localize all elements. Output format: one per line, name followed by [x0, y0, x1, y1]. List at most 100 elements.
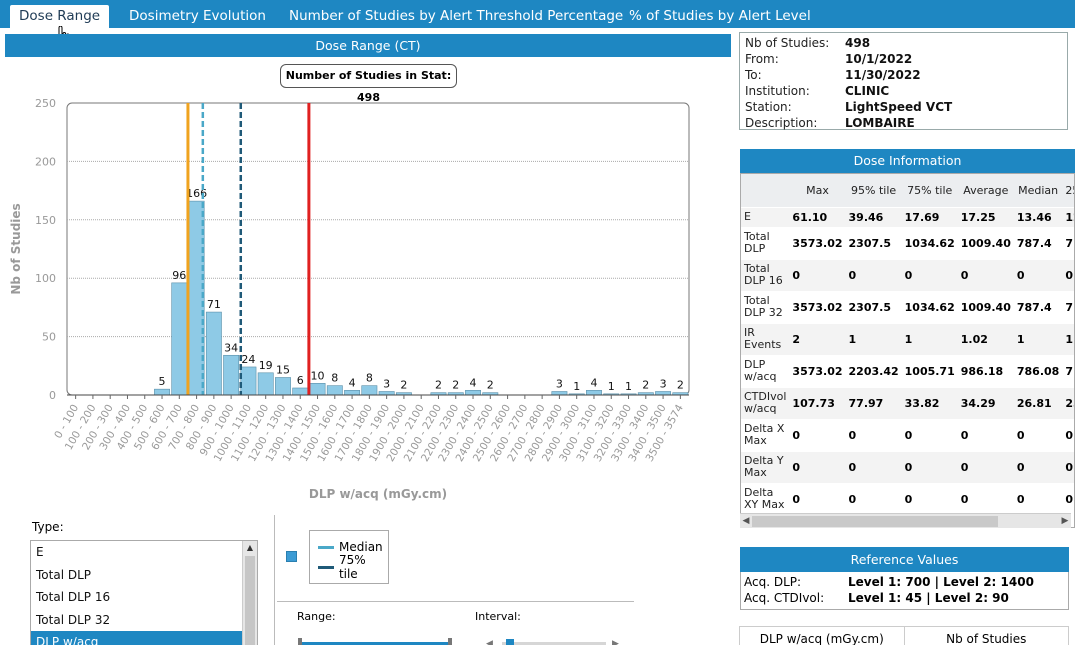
bar-data-label: 2: [487, 379, 494, 392]
type-item-e[interactable]: E: [36, 545, 44, 559]
range-slider-max-handle[interactable]: [448, 638, 452, 645]
legend-swatch-75-tile: [318, 565, 334, 569]
range-slider-min-handle[interactable]: [298, 638, 302, 645]
bar-data-label: 1: [573, 380, 580, 393]
dose-row-label: Delta Y Max: [741, 451, 790, 484]
range-slider[interactable]: [298, 638, 453, 645]
bar-data-label: 2: [452, 379, 459, 392]
legend-item-75-tile: 75% tile: [318, 553, 388, 581]
info-row-to: To: 11/30/2022: [745, 68, 921, 82]
reference-row-ctdivol: Acq. CTDIvol: Level 1: 45 | Level 2: 90: [744, 591, 1009, 605]
interval-slider-thumb[interactable]: [506, 639, 514, 645]
column-header-dlp[interactable]: DLP w/acq (mGy.cm): [759, 632, 884, 645]
type-item-total-dlp-32[interactable]: Total DLP 32: [36, 612, 111, 627]
scroll-left-icon[interactable]: ◀: [742, 516, 750, 526]
dose-cell: 26.81: [1013, 387, 1063, 420]
bar: [275, 377, 291, 396]
bar: [326, 385, 343, 396]
type-list-scrollbar[interactable]: ▲: [242, 541, 257, 645]
studies-in-stat-badge: Number of Studies in Stat: 498: [280, 64, 457, 104]
bar: [551, 391, 568, 396]
tab-alert-threshold[interactable]: Number of Studies by Alert Threshold Per…: [289, 8, 624, 24]
plot-area-border: [66, 102, 690, 396]
y-tick-label: 150: [35, 214, 56, 227]
reference-values-box: Acq. DLP: Level 1: 700 | Level 2: 1400 Ac…: [740, 572, 1069, 610]
dose-cell: 13.46: [1013, 207, 1063, 228]
legend: Median 75% tile: [309, 530, 389, 584]
legend-item-median: Median: [318, 537, 388, 557]
dose-cell: 787.4: [1013, 291, 1063, 324]
dose-cell: 0: [957, 259, 1014, 292]
column-header-nb-studies[interactable]: Nb of Studies: [903, 627, 1069, 645]
bar-data-label: 1: [608, 380, 615, 393]
dose-cell: 0: [1062, 451, 1074, 484]
dose-cell: 39.46: [845, 207, 902, 228]
scroll-thumb[interactable]: [752, 516, 998, 527]
tab-dosimetry-evolution[interactable]: Dosimetry Evolution: [129, 8, 266, 24]
bar-data-label: 5: [159, 375, 166, 388]
type-item-total-dlp[interactable]: Total DLP: [36, 567, 92, 582]
dose-cell: 61.10: [789, 207, 846, 228]
bar-data-label: 2: [642, 379, 649, 392]
scroll-up-icon[interactable]: ▲: [246, 543, 254, 552]
dose-table-horizontal-scrollbar[interactable]: ◀ ▶: [740, 513, 1071, 528]
dose-cell: 33.82: [901, 387, 958, 420]
dose-cell: 1009.40: [957, 291, 1014, 324]
dose-cell: 0: [957, 451, 1014, 484]
interval-label: Interval:: [475, 610, 521, 623]
dose-cell: 2307.5: [845, 291, 902, 324]
bar-data-label: 1: [625, 380, 632, 393]
dose-cell: 2307.5: [845, 227, 902, 260]
interval-increase-icon[interactable]: ▶: [612, 639, 619, 645]
bar: [655, 391, 672, 396]
dose-cell: 1005.71: [901, 355, 958, 388]
range-label: Range:: [297, 610, 336, 623]
dose-table-row: Delta XY Max0000000: [741, 483, 1074, 516]
dose-cell: 2203.42: [845, 355, 902, 388]
bar-data-label: 34: [224, 341, 238, 354]
scroll-right-icon[interactable]: ▶: [1061, 516, 1069, 526]
dose-row-label: E: [741, 207, 790, 228]
dose-cell: 0: [1062, 483, 1074, 516]
bar: [154, 388, 170, 396]
bar-data-label: 2: [400, 379, 407, 392]
type-item-dlp-wacq[interactable]: DLP w/acq: [31, 631, 243, 645]
dose-cell: 719.22: [1062, 291, 1074, 324]
dose-cell: 0: [957, 419, 1014, 452]
bar: [171, 282, 188, 396]
bar: [205, 311, 222, 396]
interval-decrease-icon[interactable]: ◀: [486, 639, 493, 645]
dose-cell: 0: [789, 419, 846, 452]
dose-row-label: DLP w/acq: [741, 355, 790, 388]
bar: [257, 372, 274, 396]
type-list-scroll-thumb[interactable]: [245, 556, 255, 645]
interval-slider[interactable]: ◀ ▶: [486, 638, 621, 645]
legend-checkbox[interactable]: [286, 551, 297, 562]
dose-table-row: Total DLP 160000000: [741, 259, 1074, 292]
chart-reference-lines: [186, 103, 311, 395]
tab-dose-range[interactable]: Dose Range: [10, 5, 110, 28]
type-listbox[interactable]: E Total DLP Total DLP 16 Total DLP 32 DL…: [30, 540, 258, 645]
dose-table-row: Delta Y Max0000000: [741, 451, 1074, 484]
type-label: Type:: [32, 520, 64, 534]
dose-cell: 0: [901, 451, 958, 484]
info-row-from: From: 10/1/2022: [745, 52, 913, 66]
dose-cell: 3573.02: [789, 355, 846, 388]
dose-cell: 786.08: [1013, 355, 1063, 388]
bar-data-label: 2: [677, 379, 684, 392]
type-item-total-dlp-16[interactable]: Total DLP 16: [36, 590, 111, 604]
y-tick-label: 100: [35, 272, 56, 285]
dose-cell: 1009.40: [957, 227, 1014, 260]
dose-row-label: Delta X Max: [741, 419, 790, 452]
dose-cell: 0: [1013, 259, 1063, 292]
bar: [465, 390, 481, 396]
tab-alert-level[interactable]: % of Studies by Alert Level: [629, 8, 811, 24]
dose-table-corner: [741, 174, 790, 208]
dose-column-header: Average: [957, 174, 1014, 208]
bar-data-label: 24: [241, 353, 255, 366]
dose-cell: 0: [789, 259, 846, 292]
